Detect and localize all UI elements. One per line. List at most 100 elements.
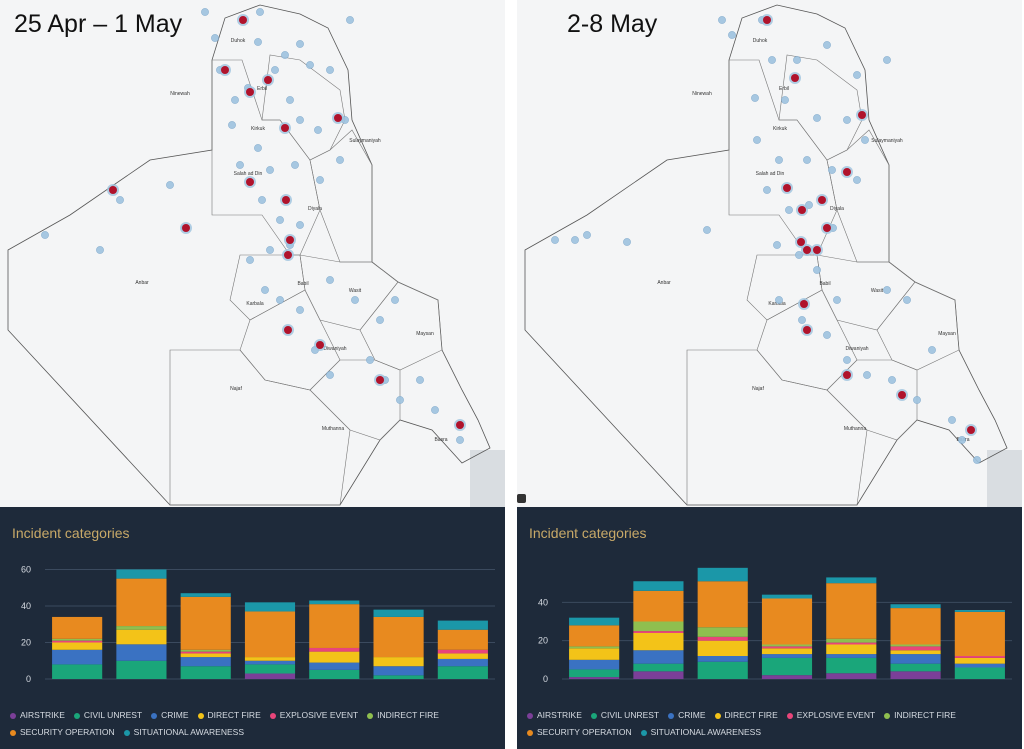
incident-marker[interactable] xyxy=(271,66,279,74)
incident-marker[interactable] xyxy=(291,161,299,169)
incident-marker[interactable] xyxy=(346,16,354,24)
incident-marker[interactable] xyxy=(833,296,841,304)
incident-marker[interactable] xyxy=(376,316,384,324)
hotspot-marker[interactable] xyxy=(282,196,290,204)
incident-marker[interactable] xyxy=(296,40,304,48)
hotspot-marker[interactable] xyxy=(858,111,866,119)
hotspot-marker[interactable] xyxy=(800,300,808,308)
bar-segment-crime[interactable] xyxy=(569,659,620,670)
bar-segment-indirect-fire[interactable] xyxy=(52,638,103,641)
bar-segment-direct-fire[interactable] xyxy=(697,640,748,656)
bar-segment-civil-unrest[interactable] xyxy=(761,657,813,676)
bar-segment-security-operation[interactable] xyxy=(52,616,103,639)
incident-marker[interactable] xyxy=(718,16,726,24)
incident-marker[interactable] xyxy=(793,56,801,64)
incident-marker[interactable] xyxy=(903,296,911,304)
bar-segment-explosive-event[interactable] xyxy=(633,631,684,633)
hotspot-marker[interactable] xyxy=(798,206,806,214)
bar-segment-airstrike[interactable] xyxy=(890,671,941,679)
bar-segment-explosive-event[interactable] xyxy=(697,636,748,641)
incident-marker[interactable] xyxy=(773,241,781,249)
incident-marker[interactable] xyxy=(823,331,831,339)
incident-map[interactable]: Duhok Erbil Ninewah Kirkuk Sulaymaniyah Salah… xyxy=(0,0,505,507)
hotspot-marker[interactable] xyxy=(182,224,190,232)
bar-segment-situational-awareness[interactable] xyxy=(116,569,167,579)
bar-segment-crime[interactable] xyxy=(697,656,748,662)
incident-marker[interactable] xyxy=(853,71,861,79)
hotspot-marker[interactable] xyxy=(763,16,771,24)
bar-segment-security-operation[interactable] xyxy=(116,578,167,627)
bar-segment-direct-fire[interactable] xyxy=(52,642,103,650)
bar-segment-indirect-fire[interactable] xyxy=(116,626,167,630)
incident-marker[interactable] xyxy=(785,206,793,214)
incident-marker[interactable] xyxy=(166,181,174,189)
incident-marker[interactable] xyxy=(813,114,821,122)
bar-segment-direct-fire[interactable] xyxy=(309,651,360,663)
incident-marker[interactable] xyxy=(861,136,869,144)
bar-segment-crime[interactable] xyxy=(826,654,877,658)
incident-marker[interactable] xyxy=(753,136,761,144)
legend-item[interactable]: SECURITY OPERATION xyxy=(527,724,632,741)
bar-segment-crime[interactable] xyxy=(116,644,167,661)
hotspot-marker[interactable] xyxy=(221,66,229,74)
bar-segment-indirect-fire[interactable] xyxy=(180,649,231,652)
incident-marker[interactable] xyxy=(863,371,871,379)
bar-segment-indirect-fire[interactable] xyxy=(890,644,941,647)
hotspot-marker[interactable] xyxy=(246,178,254,186)
incident-marker[interactable] xyxy=(775,156,783,164)
incident-marker[interactable] xyxy=(913,396,921,404)
legend-item[interactable]: SITUATIONAL AWARENESS xyxy=(640,724,761,741)
incident-marker[interactable] xyxy=(813,266,821,274)
legend-item[interactable]: INDIRECT FIRE xyxy=(367,707,439,724)
incident-marker[interactable] xyxy=(254,38,262,46)
legend-item[interactable]: INDIRECT FIRE xyxy=(884,707,956,724)
incident-marker[interactable] xyxy=(805,201,813,209)
bar-segment-civil-unrest[interactable] xyxy=(180,666,231,679)
bar-segment-situational-awareness[interactable] xyxy=(890,604,941,609)
incident-marker[interactable] xyxy=(828,166,836,174)
hotspot-marker[interactable] xyxy=(803,246,811,254)
hotspot-marker[interactable] xyxy=(456,421,464,429)
hotspot-marker[interactable] xyxy=(264,76,272,84)
bar-segment-direct-fire[interactable] xyxy=(116,629,167,645)
bar-segment-direct-fire[interactable] xyxy=(569,648,620,660)
incident-marker[interactable] xyxy=(296,116,304,124)
hotspot-marker[interactable] xyxy=(281,124,289,132)
incident-marker[interactable] xyxy=(583,231,591,239)
bar-segment-direct-fire[interactable] xyxy=(954,657,1005,664)
incident-category-chart[interactable]: 0 20 40 60 xyxy=(0,559,505,709)
bar-segment-airstrike[interactable] xyxy=(761,675,813,679)
bar-segment-crime[interactable] xyxy=(309,662,360,670)
incident-marker[interactable] xyxy=(823,41,831,49)
hotspot-marker[interactable] xyxy=(284,326,292,334)
bar-segment-indirect-fire[interactable] xyxy=(569,646,620,649)
bar-segment-civil-unrest[interactable] xyxy=(954,667,1005,680)
bar-segment-situational-awareness[interactable] xyxy=(697,567,748,582)
hotspot-marker[interactable] xyxy=(783,184,791,192)
hotspot-marker[interactable] xyxy=(813,246,821,254)
incident-category-chart[interactable]: 0 20 40 xyxy=(517,559,1022,709)
bar-segment-security-operation[interactable] xyxy=(826,583,877,639)
incident-marker[interactable] xyxy=(326,66,334,74)
incident-marker[interactable] xyxy=(883,286,891,294)
hotspot-marker[interactable] xyxy=(316,341,324,349)
hotspot-marker[interactable] xyxy=(284,251,292,259)
incident-map[interactable]: Duhok Erbil Ninewah Kirkuk Sulaymaniyah Salah… xyxy=(517,0,1022,507)
bar-segment-civil-unrest[interactable] xyxy=(633,663,684,672)
hotspot-marker[interactable] xyxy=(967,426,975,434)
incident-marker[interactable] xyxy=(728,31,736,39)
incident-marker[interactable] xyxy=(391,296,399,304)
bar-segment-indirect-fire[interactable] xyxy=(697,627,748,637)
bar-segment-indirect-fire[interactable] xyxy=(826,638,877,643)
bar-segment-airstrike[interactable] xyxy=(569,677,620,679)
hotspot-marker[interactable] xyxy=(334,114,342,122)
incident-marker[interactable] xyxy=(351,296,359,304)
legend-item[interactable]: AIRSTRIKE xyxy=(10,707,65,724)
incident-marker[interactable] xyxy=(763,186,771,194)
legend-item[interactable]: AIRSTRIKE xyxy=(527,707,582,724)
incident-marker[interactable] xyxy=(236,161,244,169)
bar-segment-crime[interactable] xyxy=(954,663,1005,668)
legend-item[interactable]: EXPLOSIVE EVENT xyxy=(269,707,358,724)
bar-segment-security-operation[interactable] xyxy=(180,596,231,650)
incident-marker[interactable] xyxy=(396,396,404,404)
